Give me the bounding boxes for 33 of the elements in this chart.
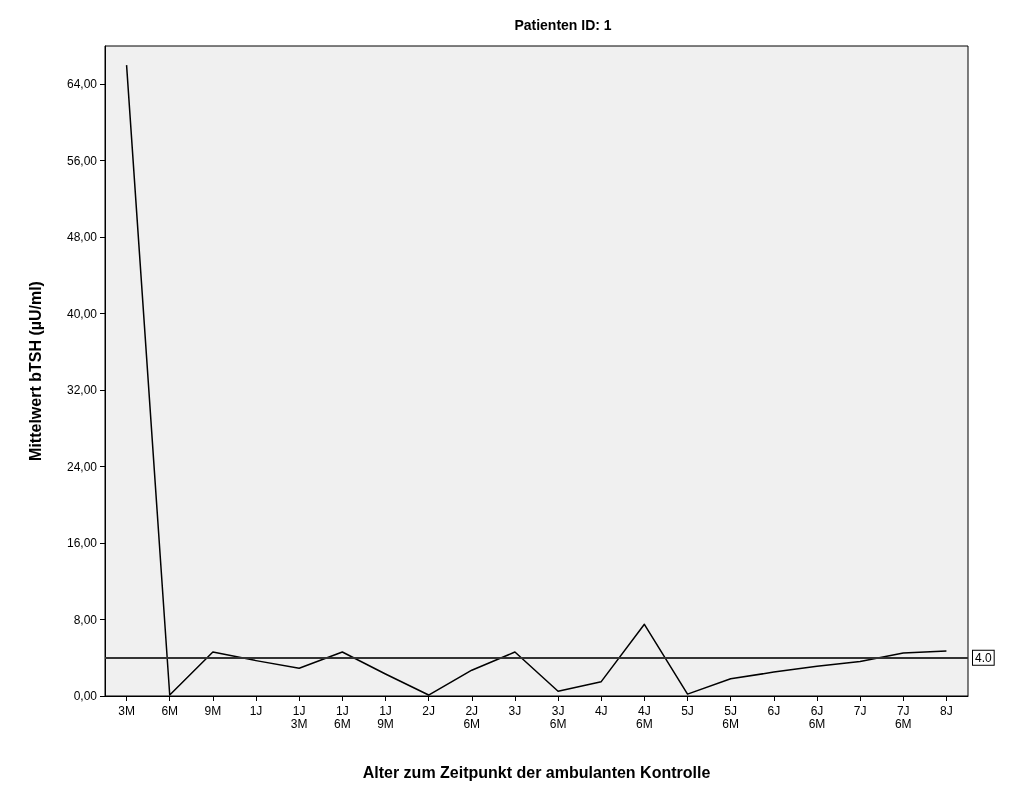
x-tick-label: 7J 6M	[894, 703, 912, 731]
x-tick-label: 1J	[249, 703, 263, 718]
x-tick-label: 7J	[853, 703, 867, 718]
x-tick-label: 5J 6M	[722, 703, 740, 731]
x-tick-label: 3M	[118, 703, 135, 718]
x-tick-label: 6J 6M	[808, 703, 826, 731]
x-tick-label: 2J 6M	[463, 703, 481, 731]
y-tick-label: 8,00	[73, 612, 98, 627]
x-tick-label: 8J	[940, 703, 953, 718]
y-tick-label: 56,00	[66, 153, 98, 168]
x-tick-label: 2J	[422, 703, 435, 718]
x-tick-label: 6J	[767, 703, 781, 718]
x-tick-label: 1J 9M	[377, 703, 394, 731]
chart-title: Patienten ID: 1	[514, 17, 612, 33]
ref-line-label: 4.0	[975, 650, 993, 665]
y-tick-label: 40,00	[66, 306, 98, 321]
x-tick-label: 4J	[594, 703, 608, 718]
x-tick-label: 1J 3M	[290, 703, 308, 731]
x-axis-title: Alter zum Zeitpunkt der ambulanten Kontrolle	[362, 763, 711, 781]
y-tick-label: 48,00	[66, 230, 98, 245]
x-tick-label: 5J	[681, 703, 694, 718]
x-tick-label: 9M	[204, 703, 222, 718]
x-tick-label: 6M	[161, 703, 179, 718]
y-axis-title: Mittelwert bTSH (µU/ml)	[26, 281, 44, 461]
x-tick-label: 4J 6M	[636, 703, 653, 731]
x-tick-label: 3J 6M	[549, 703, 567, 731]
x-tick-label: 1J 6M	[333, 703, 351, 731]
y-tick-label: 64,00	[66, 77, 98, 92]
x-tick-label: 3J	[508, 703, 522, 718]
y-tick-label: 0,00	[73, 689, 98, 703]
y-tick-label: 16,00	[66, 536, 98, 551]
y-tick-label: 32,00	[66, 383, 98, 398]
y-tick-label: 24,00	[66, 459, 98, 474]
